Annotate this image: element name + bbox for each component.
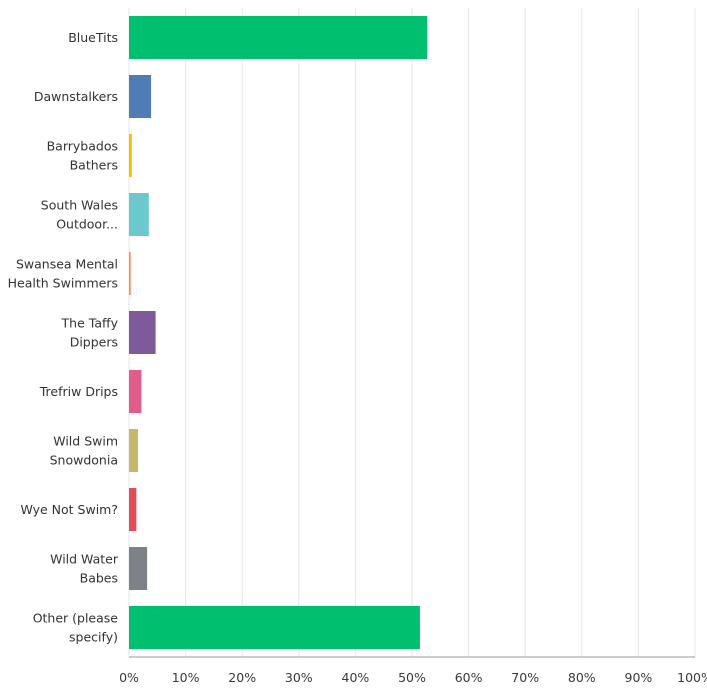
x-tick-label: 10% — [172, 670, 200, 685]
bars — [129, 16, 428, 649]
bar — [129, 252, 131, 295]
bar — [129, 193, 149, 236]
x-tick-label: 80% — [568, 670, 596, 685]
x-tick-label: 30% — [285, 670, 313, 685]
category-label: Wild Water Babes — [50, 552, 119, 586]
category-label: Other (please specify) — [33, 611, 119, 645]
bar — [129, 134, 132, 177]
x-tick-label: 20% — [228, 670, 256, 685]
bar — [129, 488, 137, 531]
bar — [129, 16, 428, 59]
bar — [129, 547, 148, 590]
x-tick-label: 0% — [119, 670, 139, 685]
x-tick-label: 70% — [511, 670, 539, 685]
category-label: Trefriw Drips — [39, 384, 118, 399]
bar — [129, 606, 420, 649]
category-label: Wye Not Swim? — [20, 502, 118, 517]
category-labels: BlueTits Dawnstalkers Barrybados Bathers Sou… — [8, 30, 119, 645]
x-tick-label: 40% — [342, 670, 370, 685]
x-tick-label: 50% — [398, 670, 426, 685]
x-tick-label: 60% — [455, 670, 483, 685]
bar — [129, 311, 156, 354]
bar — [129, 75, 152, 118]
category-label: The Taffy Dippers — [61, 316, 119, 350]
gridlines — [128, 8, 696, 657]
x-tick-label: 90% — [625, 670, 653, 685]
x-tick-label: 100% — [677, 670, 707, 685]
category-label: South Wales Outdoor... — [41, 198, 118, 232]
category-label: Wild Swim Snowdonia — [50, 434, 118, 468]
x-tick-labels: 0% 10% 20% 30% 40% 50% 60% 70% 80% 90% 100% — [119, 670, 707, 685]
category-label: Dawnstalkers — [34, 89, 118, 104]
category-label: BlueTits — [68, 30, 118, 45]
category-label: Swansea Mental Health Swimmers — [8, 257, 118, 291]
bar — [129, 429, 139, 472]
category-label: Barrybados Bathers — [47, 139, 118, 173]
bar — [129, 370, 142, 413]
